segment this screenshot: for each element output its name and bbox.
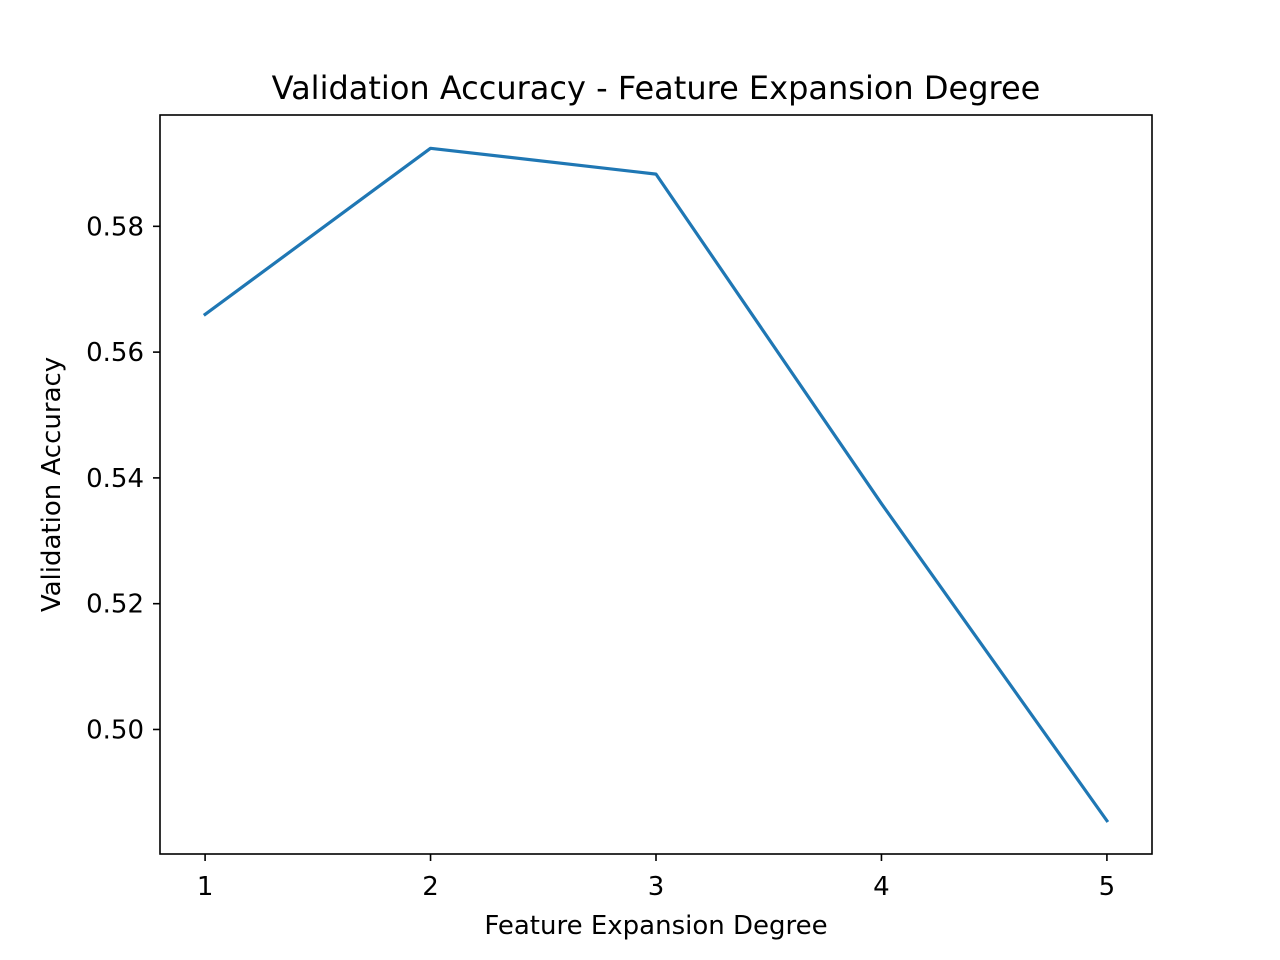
chart-title: Validation Accuracy - Feature Expansion … (272, 69, 1041, 107)
y-axis-ticks: 0.50 0.52 0.54 0.56 0.58 (86, 212, 160, 745)
series-lines (202, 146, 1110, 823)
y-tick-label: 0.54 (86, 464, 144, 494)
x-tick-label: 1 (197, 872, 214, 902)
plot-frame (159, 114, 1153, 855)
y-tick-label: 0.56 (86, 338, 144, 368)
series-line (202, 146, 1110, 823)
y-axis-label: Validation Accuracy (37, 357, 67, 612)
x-axis-label: Feature Expansion Degree (484, 911, 827, 941)
plot-area (160, 115, 1152, 854)
y-tick-label: 0.50 (86, 715, 144, 745)
x-tick-label: 5 (1099, 872, 1116, 902)
x-tick-label: 4 (873, 872, 890, 902)
x-tick-label: 2 (422, 872, 439, 902)
y-tick-label: 0.52 (86, 590, 144, 620)
x-tick-label: 3 (648, 872, 665, 902)
x-axis-ticks: 1 2 3 4 5 (197, 854, 1115, 902)
y-tick-label: 0.58 (86, 212, 144, 242)
